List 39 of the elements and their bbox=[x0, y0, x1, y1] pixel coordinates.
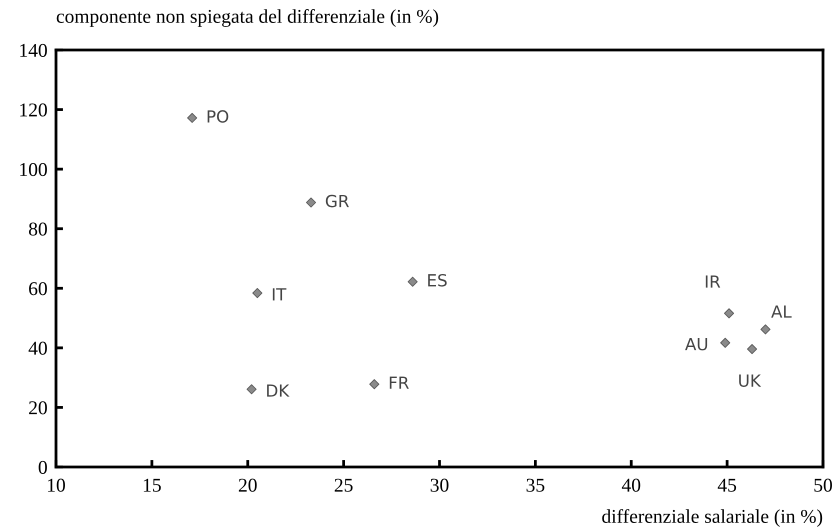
y-tick-label: 80 bbox=[28, 222, 47, 236]
annotation: UK bbox=[739, 374, 762, 387]
point bbox=[747, 344, 758, 354]
annotation: ES bbox=[428, 274, 447, 287]
x-tick-label: 20 bbox=[238, 478, 257, 492]
annotation: PO bbox=[208, 110, 228, 123]
point bbox=[252, 288, 262, 298]
x-axis-title: differenziale salariale (in %) bbox=[602, 509, 822, 527]
point bbox=[724, 308, 734, 318]
y-tick-label: 20 bbox=[29, 401, 47, 414]
x-tick-label: 35 bbox=[526, 478, 544, 492]
y-axis-title: componente non spiegata del differenziale (in %) bbox=[56, 9, 438, 27]
annotation: IR bbox=[706, 275, 720, 288]
x-tick-label: 15 bbox=[144, 478, 161, 492]
x-tick-label: 50 bbox=[814, 478, 832, 492]
y-tick-label: 140 bbox=[20, 44, 47, 57]
x-tick-label: 45 bbox=[718, 478, 736, 492]
point bbox=[720, 338, 730, 348]
y-tick-label: 40 bbox=[28, 342, 47, 355]
point bbox=[246, 384, 257, 394]
point bbox=[760, 324, 770, 334]
x-tick-label: 30 bbox=[430, 478, 448, 492]
annotation: AU bbox=[685, 338, 708, 350]
annotation: FR bbox=[390, 376, 409, 389]
point bbox=[187, 112, 198, 123]
x-tick-label: 40 bbox=[622, 478, 640, 492]
y-tick-label: 60 bbox=[29, 282, 47, 296]
annotation: GR bbox=[326, 194, 349, 208]
annotation: AL bbox=[771, 305, 792, 318]
point bbox=[408, 276, 418, 287]
x-tick-label: 25 bbox=[334, 478, 353, 492]
point bbox=[369, 379, 380, 390]
annotation: DK bbox=[267, 384, 290, 397]
y-tick-label: 0 bbox=[38, 460, 47, 474]
annotation: IT bbox=[272, 288, 286, 300]
y-tick-label: 100 bbox=[20, 162, 47, 176]
y-tick-label: 120 bbox=[20, 103, 47, 117]
x-tick-label: 10 bbox=[48, 478, 65, 492]
point bbox=[306, 197, 316, 208]
